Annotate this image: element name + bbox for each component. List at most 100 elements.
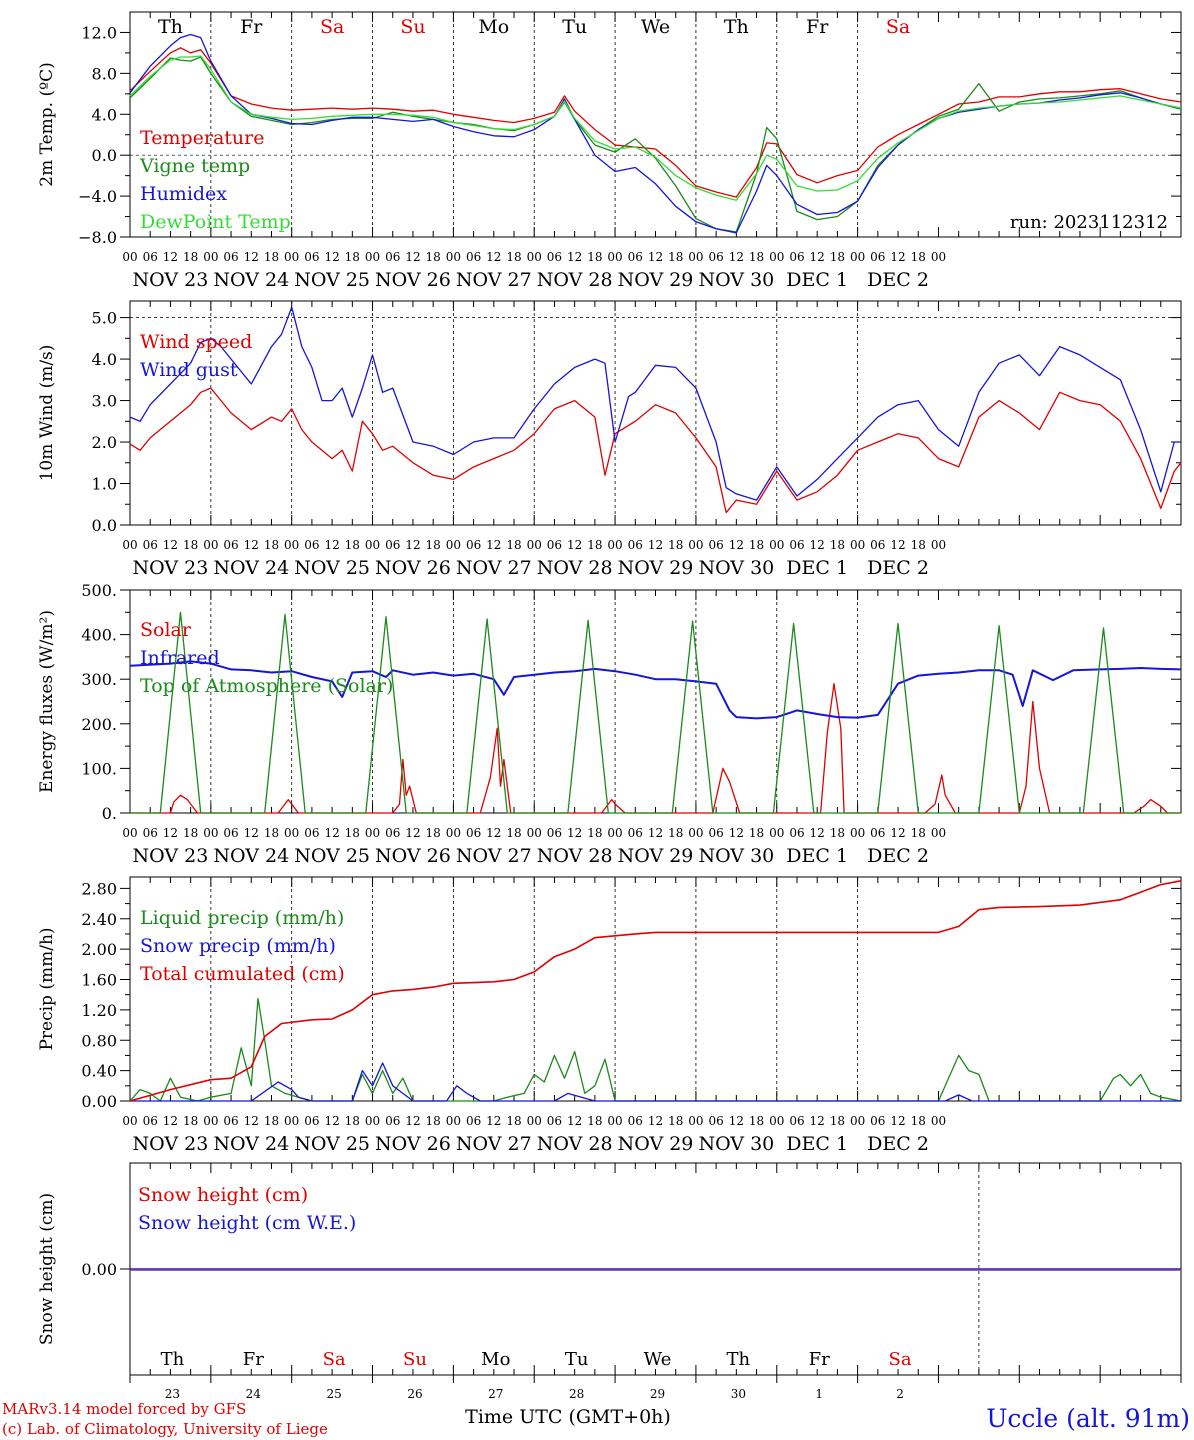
legend-entry: Temperature bbox=[140, 127, 264, 149]
bottom-day-number: 26 bbox=[407, 1387, 422, 1401]
hour-label: 18 bbox=[668, 1114, 683, 1128]
hour-label: 06 bbox=[628, 1114, 643, 1128]
hour-label: 00 bbox=[850, 826, 865, 840]
y-tick-label: 400. bbox=[81, 626, 117, 645]
bottom-day-number: 27 bbox=[488, 1387, 503, 1401]
date-label: DEC 2 bbox=[867, 557, 929, 579]
hour-label: 06 bbox=[628, 826, 643, 840]
bottom-day-label: Th bbox=[727, 1349, 751, 1370]
bottom-day-label: Sa bbox=[323, 1349, 346, 1370]
series-solar bbox=[130, 683, 1181, 814]
y-tick-label: 3.0 bbox=[92, 392, 117, 411]
hour-label: 06 bbox=[304, 826, 319, 840]
date-label: NOV 27 bbox=[456, 557, 532, 579]
hour-label: 06 bbox=[223, 826, 238, 840]
hour-label: 00 bbox=[931, 826, 946, 840]
date-label: DEC 1 bbox=[786, 269, 848, 291]
hour-label: 12 bbox=[163, 826, 178, 840]
hour-label: 12 bbox=[405, 826, 420, 840]
date-label: NOV 28 bbox=[537, 557, 613, 579]
hour-label: 18 bbox=[911, 1114, 926, 1128]
hour-label: 18 bbox=[426, 250, 441, 264]
hour-label: 06 bbox=[708, 538, 723, 552]
y-tick-label: −4.0 bbox=[78, 187, 117, 206]
hour-label: 06 bbox=[385, 1114, 400, 1128]
bottom-day-label: Mo bbox=[481, 1349, 510, 1370]
date-label: DEC 2 bbox=[867, 269, 929, 291]
hour-label: 06 bbox=[385, 538, 400, 552]
hour-label: 12 bbox=[810, 538, 825, 552]
hour-label: 00 bbox=[365, 826, 380, 840]
legend-entry: Infrared bbox=[140, 647, 220, 669]
hour-label: 12 bbox=[324, 1114, 339, 1128]
hour-label: 06 bbox=[466, 826, 481, 840]
bottom-day-number: 23 bbox=[165, 1387, 180, 1401]
hour-label: 18 bbox=[830, 1114, 845, 1128]
hour-label: 12 bbox=[890, 538, 905, 552]
legend-entry: Snow height (cm W.E.) bbox=[138, 1212, 356, 1234]
hour-label: 00 bbox=[284, 250, 299, 264]
series-wind-gust bbox=[129, 306, 1181, 501]
date-label: DEC 1 bbox=[786, 845, 848, 867]
hour-label: 06 bbox=[547, 538, 562, 552]
hour-label: 00 bbox=[122, 250, 137, 264]
bottom-day-label: Tu bbox=[565, 1349, 589, 1370]
plot-frame bbox=[129, 11, 1182, 238]
hour-label: 18 bbox=[506, 538, 521, 552]
hour-label: 00 bbox=[446, 826, 461, 840]
hour-label: 00 bbox=[284, 826, 299, 840]
hour-label: 06 bbox=[870, 538, 885, 552]
run-label: run: 2023112312 bbox=[1010, 212, 1168, 233]
hour-label: 06 bbox=[789, 826, 804, 840]
hour-label: 00 bbox=[688, 538, 703, 552]
bottom-day-label: We bbox=[644, 1349, 672, 1370]
hour-label: 00 bbox=[769, 538, 784, 552]
hour-label: 12 bbox=[567, 1114, 582, 1128]
hour-label: 00 bbox=[769, 250, 784, 264]
hour-label: 18 bbox=[345, 826, 360, 840]
date-label: NOV 25 bbox=[294, 269, 370, 291]
hour-label: 00 bbox=[607, 250, 622, 264]
day-label: Sa bbox=[320, 16, 344, 38]
date-label: NOV 27 bbox=[456, 845, 532, 867]
date-label: NOV 29 bbox=[618, 269, 694, 291]
hour-label: 06 bbox=[547, 826, 562, 840]
hour-label: 12 bbox=[890, 250, 905, 264]
hour-label: 06 bbox=[385, 826, 400, 840]
bottom-day-label: Fr bbox=[243, 1349, 264, 1370]
hour-label: 00 bbox=[446, 1114, 461, 1128]
hour-label: 12 bbox=[486, 250, 501, 264]
hour-label: 18 bbox=[426, 826, 441, 840]
hour-label: 00 bbox=[607, 1114, 622, 1128]
series-top-of-atmosphere-solar- bbox=[130, 611, 1181, 814]
date-label: NOV 30 bbox=[698, 1133, 774, 1155]
hour-label: 18 bbox=[345, 1114, 360, 1128]
hour-label: 06 bbox=[143, 250, 158, 264]
hour-label: 18 bbox=[749, 826, 764, 840]
series-humidex bbox=[129, 33, 1182, 234]
hour-label: 06 bbox=[143, 1114, 158, 1128]
hour-label: 06 bbox=[143, 538, 158, 552]
series-dewpoint-temp bbox=[129, 55, 1182, 201]
hour-label: 12 bbox=[567, 826, 582, 840]
y-tick-label: 0.40 bbox=[81, 1062, 117, 1081]
hour-label: 18 bbox=[183, 538, 198, 552]
panel-2: 5.0 4.0 3.0 2.0 1.0 0.0 10m Wind (m/s) Wind spe… bbox=[37, 300, 1182, 579]
hour-label: 00 bbox=[527, 250, 542, 264]
y-tick-label: 1.60 bbox=[81, 971, 117, 990]
bottom-day-number: 29 bbox=[650, 1387, 665, 1401]
y-axis-label: 2m Temp. (ºC) bbox=[37, 62, 57, 187]
hour-label: 18 bbox=[749, 538, 764, 552]
y-tick-label: 1.20 bbox=[81, 1001, 117, 1020]
series-vigne-temp bbox=[129, 56, 1182, 233]
bottom-day-number: 24 bbox=[246, 1387, 262, 1401]
y-tick-label: 12.0 bbox=[81, 23, 117, 42]
hour-label: 00 bbox=[203, 1114, 218, 1128]
hour-label: 18 bbox=[911, 250, 926, 264]
hour-label: 12 bbox=[324, 538, 339, 552]
hour-label: 06 bbox=[547, 250, 562, 264]
date-label: NOV 24 bbox=[213, 845, 289, 867]
hour-label: 12 bbox=[890, 1114, 905, 1128]
hour-label: 18 bbox=[264, 1114, 279, 1128]
hour-label: 06 bbox=[304, 1114, 319, 1128]
